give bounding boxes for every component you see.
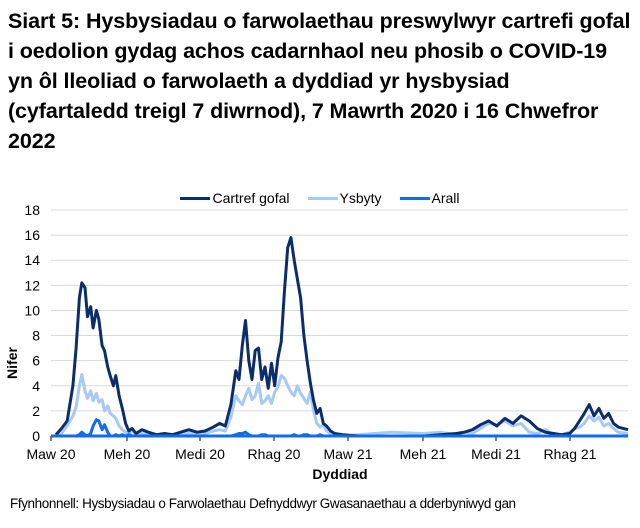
x-tick-label: Rhag 20 [248, 446, 301, 462]
y-tick-label: 14 [24, 252, 40, 268]
legend-swatch-icon [399, 196, 430, 200]
legend-swatch-icon [180, 196, 211, 200]
legend-item-arall: Arall [399, 188, 460, 208]
legend-label: Cartref gofal [212, 190, 290, 206]
legend-label: Arall [431, 190, 460, 206]
series-line-ysbyty [55, 373, 629, 438]
y-axis-label: Nifer [4, 347, 20, 379]
x-tick-label: Meh 21 [400, 446, 447, 462]
y-axis-ticks: 0 2 4 6 8 10 12 14 16 18 [24, 202, 40, 444]
x-axis-label: Dyddiad [312, 466, 368, 482]
legend-label: Ysbyty [339, 190, 382, 206]
y-tick-label: 0 [32, 428, 40, 444]
x-tick-label: Maw 20 [26, 446, 75, 462]
x-tick-label: Medi 21 [471, 446, 521, 462]
x-axis-ticks: Maw 20 Meh 20 Medi 20 Rhag 20 Maw 21 Meh 21 Me… [26, 436, 597, 462]
legend-item-cartref-gofal: Cartref gofal [180, 188, 290, 208]
y-tick-label: 4 [32, 378, 40, 394]
y-axis-label-wrap: Nifer [2, 345, 22, 385]
y-tick-label: 12 [24, 277, 40, 293]
line-chart: 0 2 4 6 8 10 12 14 16 18 Maw 20 Meh 20 Medi 20 Rhag … [24, 202, 629, 462]
data-series [51, 236, 629, 438]
y-tick-label: 16 [24, 227, 40, 243]
y-tick-label: 6 [32, 353, 40, 369]
chart-legend: Cartref gofal Ysbyty Arall [0, 188, 640, 208]
gridlines [51, 209, 628, 412]
y-tick-label: 10 [24, 302, 40, 318]
source-note: Ffynhonnell: Hysbysiadau o Farwolaethau … [10, 496, 516, 511]
y-tick-label: 2 [32, 403, 40, 419]
y-tick-label: 18 [24, 202, 40, 218]
x-tick-label: Maw 21 [323, 446, 372, 462]
legend-swatch-icon [307, 196, 338, 200]
chart-title: Siart 5: Hysbysiadau o farwolaethau pres… [8, 9, 631, 153]
x-tick-label: Rhag 21 [544, 446, 597, 462]
legend-item-ysbyty: Ysbyty [307, 188, 382, 208]
x-tick-label: Meh 20 [104, 446, 151, 462]
y-tick-label: 8 [32, 328, 40, 344]
series-line-cartref-gofal [54, 236, 629, 438]
x-tick-label: Medi 20 [175, 446, 225, 462]
